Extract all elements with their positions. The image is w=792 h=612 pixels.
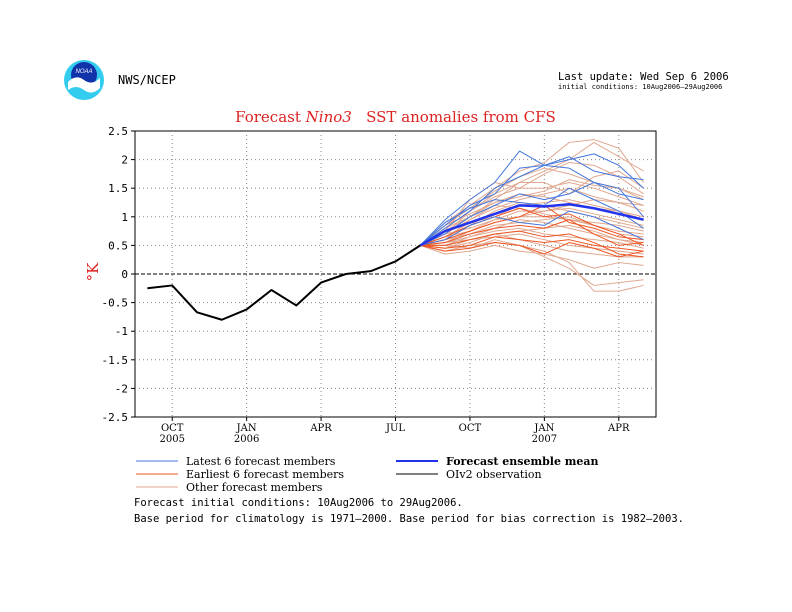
x-tick-label: OCT [459, 423, 482, 434]
x-tick-label: APR [309, 423, 332, 434]
other-member-line [420, 193, 644, 246]
y-tick-label: -2.5 [102, 411, 129, 424]
x-tick-year-label: 2005 [159, 434, 184, 445]
other-member-line [420, 233, 644, 258]
chart-title-part: Forecast [235, 108, 306, 126]
y-tick-label: 1.5 [108, 182, 128, 195]
y-tick-label: 2 [121, 154, 128, 167]
latest-member-line [420, 181, 644, 246]
other-member-line [420, 199, 644, 246]
footer-initial-conditions: Forecast initial conditions: 10Aug2006 t… [134, 497, 463, 509]
initial-conditions-text: initial conditions: 10Aug2006—29Aug2006 [558, 83, 723, 91]
x-tick-label: JAN [533, 423, 554, 434]
x-tick-year-label: 2007 [532, 434, 557, 445]
legend-label-other: Other forecast members [186, 481, 323, 494]
legend-label-observation: OIv2 observation [446, 468, 542, 481]
latest-member-line [420, 210, 644, 246]
x-tick-label: OCT [161, 423, 184, 434]
y-tick-label: -2 [115, 382, 128, 395]
noaa-logo: NOAA [64, 60, 104, 100]
x-tick-year-label: 2006 [234, 434, 259, 445]
chart-title: Forecast Nino3 SST anomalies from CFS [235, 108, 556, 126]
latest-member-line [420, 156, 644, 246]
earliest-member-line [420, 204, 644, 246]
legend-label-mean: Forecast ensemble mean [446, 455, 599, 468]
y-tick-label: -1.5 [102, 354, 129, 367]
earliest-member-line [420, 230, 644, 258]
earliest-member-line [420, 207, 644, 246]
other-member-line [420, 242, 644, 286]
earliest-member-line [420, 219, 644, 246]
other-member-line [420, 233, 644, 255]
earliest-member-line [420, 236, 644, 252]
x-tick-label: APR [607, 423, 630, 434]
observation-line [147, 244, 421, 321]
latest-member-line [419, 150, 644, 246]
logo-bird-wave [68, 77, 100, 93]
y-axis-label: °K [84, 262, 102, 282]
chart-title-part: SST anomalies from CFS [352, 108, 556, 126]
latest-member-line [419, 187, 644, 246]
ensemble-mean-line [419, 202, 644, 247]
x-tick-label: JUL [385, 423, 405, 434]
legend-label-earliest: Earliest 6 forecast members [186, 468, 344, 481]
y-tick-label: 0.5 [108, 239, 128, 252]
footer-base-period: Base period for climatology is 1971—2000… [134, 513, 684, 525]
last-update-text: Last update: Wed Sep 6 2006 [558, 71, 729, 83]
y-tick-label: 0 [121, 268, 128, 281]
other-member-line [420, 244, 644, 269]
y-tick-label: 1 [121, 211, 128, 224]
agency-label: NWS/NCEP [118, 73, 176, 87]
y-tick-label: -0.5 [102, 297, 129, 310]
chart-title-part: Nino3 [305, 108, 352, 126]
x-tick-label: JAN [236, 423, 257, 434]
logo-text: NOAA [75, 69, 92, 75]
earliest-member-line [420, 242, 644, 258]
y-tick-label: 2.5 [108, 125, 128, 138]
y-tick-label: -1 [115, 325, 128, 338]
legend-label-latest: Latest 6 forecast members [186, 455, 336, 468]
other-member-line [420, 224, 644, 249]
other-member-line [420, 219, 644, 246]
